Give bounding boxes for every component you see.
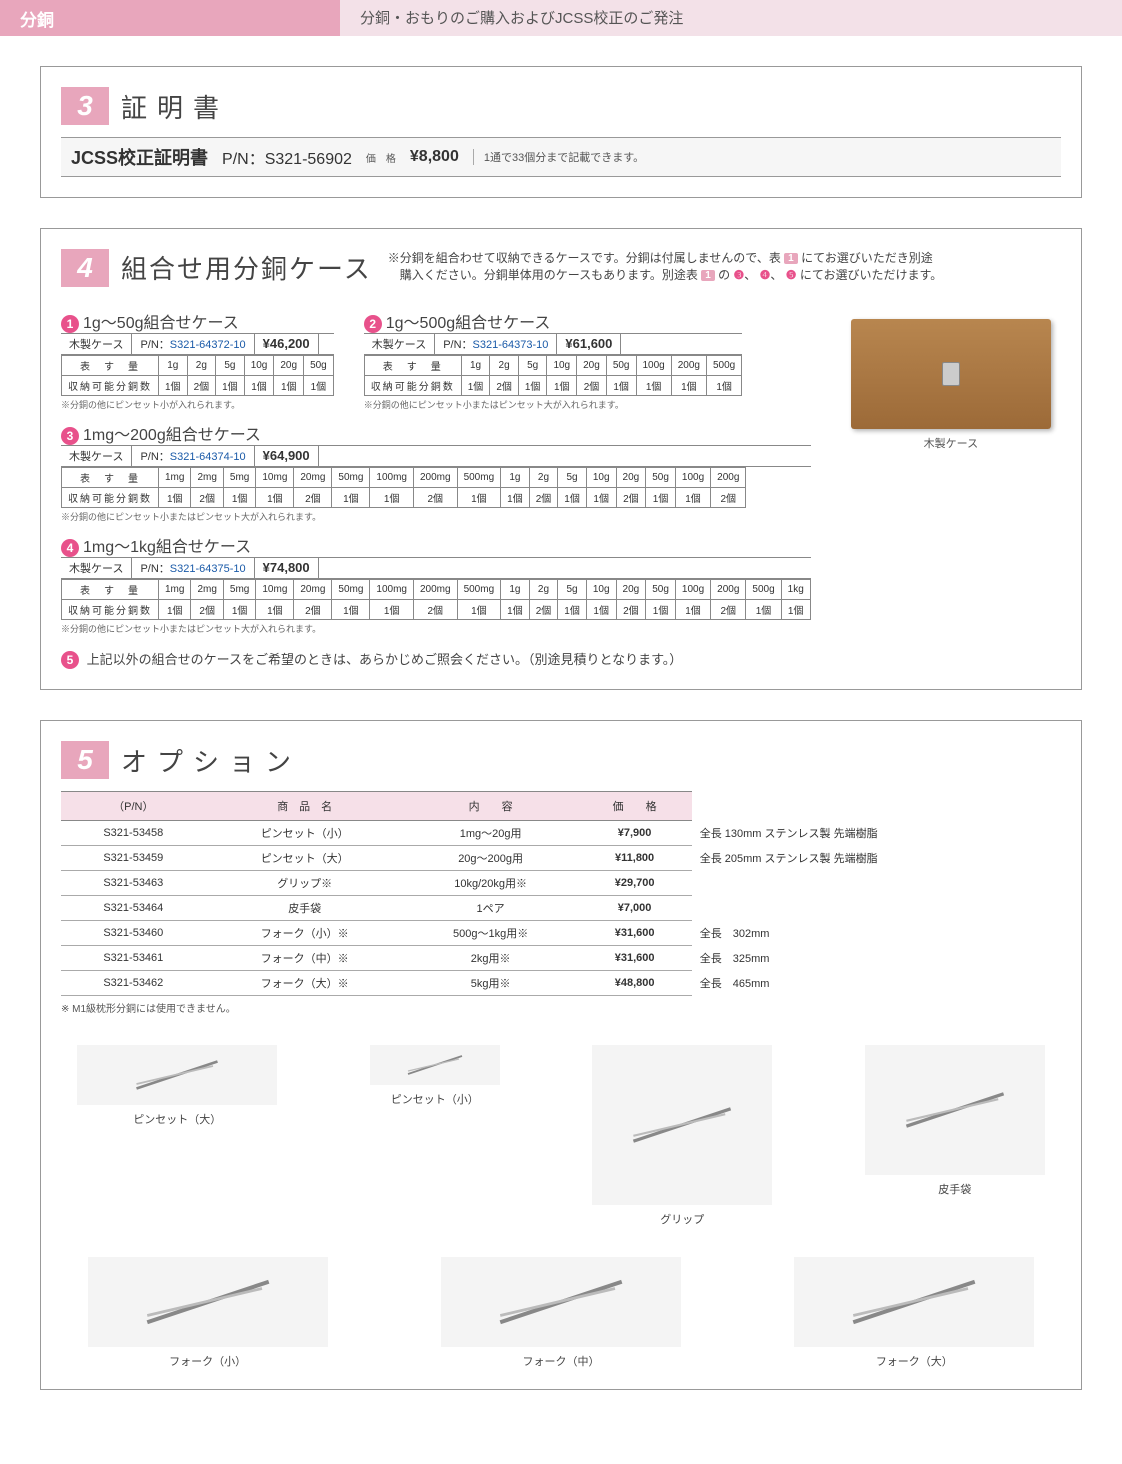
section-certificate: 3 証明書 JCSS校正証明書 P/N：S321-56902 価 格 ¥8,80… bbox=[40, 66, 1082, 198]
case-block: 41mg～1kg組合せケース 木製ケース P/N：S321-64375-10 ¥… bbox=[61, 533, 811, 635]
gallery-item: フォーク（大） bbox=[794, 1257, 1034, 1369]
section-option: 5 オプション （P/N）商 品 名内 容価 格 S321-53458ピンセット… bbox=[40, 720, 1082, 1390]
case-block: 11g～50g組合せケース 木製ケース P/N：S321-64372-10 ¥4… bbox=[61, 309, 334, 411]
option-row: S321-53463グリップ※10kg/20kg用※ ¥29,700 bbox=[61, 871, 1061, 896]
option-note: ※ M1級枕形分銅には使用できません。 bbox=[61, 1000, 1061, 1015]
section-number: 5 bbox=[61, 741, 109, 779]
case-block: 21g～500g組合せケース 木製ケース P/N：S321-64373-10 ¥… bbox=[364, 309, 743, 411]
section-number: 4 bbox=[61, 249, 109, 287]
gallery-item: フォーク（中） bbox=[441, 1257, 681, 1369]
wooden-case-caption: 木製ケース bbox=[841, 435, 1061, 451]
certificate-row: JCSS校正証明書 P/N：S321-56902 価 格 ¥8,800 1通で3… bbox=[61, 137, 1061, 177]
cert-price-label: 価 格 bbox=[366, 150, 396, 165]
product-gallery: ピンセット（大） ピンセット（小） グリップ 皮手袋 フォーク（小） フォーク（… bbox=[61, 1045, 1061, 1369]
gallery-item: ピンセット（小） bbox=[370, 1045, 500, 1227]
header-left: 分銅 bbox=[0, 0, 340, 36]
gallery-item: グリップ bbox=[592, 1045, 772, 1227]
product-image bbox=[77, 1045, 277, 1105]
section-desc-line2: 購入ください。分銅単体用のケースもあります。別途表 1 の ❸、 ❹、 ❺ にて… bbox=[388, 266, 1061, 283]
option-row: S321-53464皮手袋1ペア ¥7,000 bbox=[61, 896, 1061, 921]
table-ref-badge: 1 bbox=[701, 270, 715, 281]
section-title: 証明書 bbox=[121, 88, 229, 125]
case-block: 31mg～200g組合せケース 木製ケース P/N：S321-64374-10 … bbox=[61, 421, 811, 523]
product-image bbox=[370, 1045, 500, 1085]
table-ref-badge: 1 bbox=[784, 253, 798, 264]
product-image bbox=[88, 1257, 328, 1347]
option-row: S321-53458ピンセット（小）1mg～20g用 ¥7,900全長 130m… bbox=[61, 821, 1061, 846]
wooden-case-image bbox=[851, 319, 1051, 429]
gallery-item: フォーク（小） bbox=[88, 1257, 328, 1369]
cert-pn: P/N：S321-56902 bbox=[222, 145, 352, 169]
cert-note: 1通で33個分まで記載できます。 bbox=[473, 149, 644, 165]
section-case: 4 組合せ用分銅ケース ※分銅を組合わせて収納できるケースです。分銅は付属しませ… bbox=[40, 228, 1082, 690]
option-row: S321-53459ピンセット（大）20g～200g用 ¥11,800全長 20… bbox=[61, 846, 1061, 871]
cert-name: JCSS校正証明書 bbox=[71, 144, 208, 170]
gallery-item: ピンセット（大） bbox=[77, 1045, 277, 1227]
cert-price: ¥8,800 bbox=[410, 148, 459, 166]
page-header: 分銅 分銅・おもりのご購入およびJCSS校正のご発注 bbox=[0, 0, 1122, 36]
option-row: S321-53462フォーク（大）※5kg用※ ¥48,800全長 465mm bbox=[61, 971, 1061, 996]
section-number: 3 bbox=[61, 87, 109, 125]
product-image bbox=[794, 1257, 1034, 1347]
product-image bbox=[592, 1045, 772, 1205]
option-row: S321-53460フォーク（小）※500g～1kg用※ ¥31,600全長 3… bbox=[61, 921, 1061, 946]
option-table: （P/N）商 品 名内 容価 格 S321-53458ピンセット（小）1mg～2… bbox=[61, 791, 1061, 996]
product-image bbox=[865, 1045, 1045, 1175]
header-right: 分銅・おもりのご購入およびJCSS校正のご発注 bbox=[340, 0, 1122, 36]
section-title: 組合せ用分銅ケース bbox=[121, 249, 372, 286]
section-title: オプション bbox=[121, 742, 301, 779]
gallery-item: 皮手袋 bbox=[865, 1045, 1045, 1227]
section-desc-line1: ※分銅を組合わせて収納できるケースです。分銅は付属しませんので、表 1 にてお選… bbox=[388, 249, 1061, 266]
section-footnote: 5 上記以外の組合せのケースをご希望のときは、あらかじめご照会ください。（別途見… bbox=[61, 649, 1061, 669]
option-row: S321-53461フォーク（中）※2kg用※ ¥31,600全長 325mm bbox=[61, 946, 1061, 971]
product-image bbox=[441, 1257, 681, 1347]
